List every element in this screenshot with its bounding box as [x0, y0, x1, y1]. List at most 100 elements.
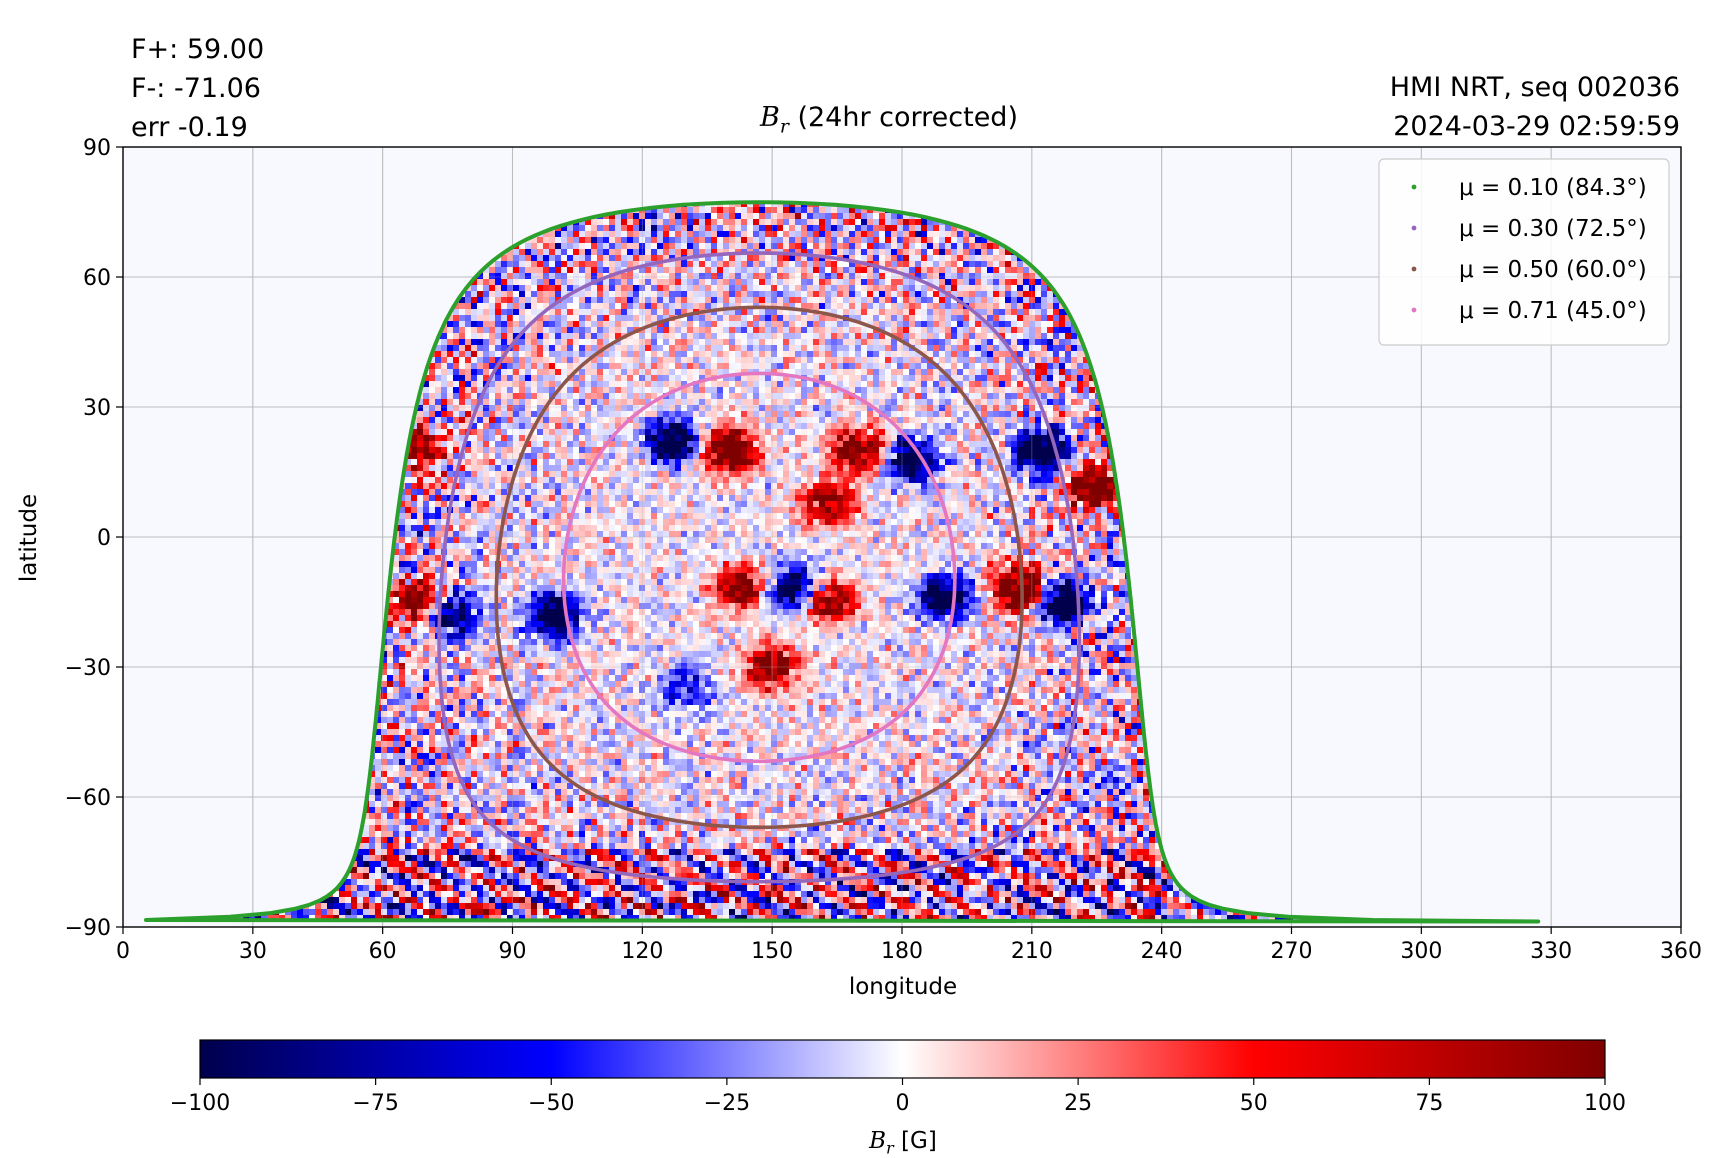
heatmap-cell — [975, 483, 982, 490]
heatmap-cell — [1071, 357, 1078, 364]
heatmap-cell — [975, 429, 982, 436]
heatmap-cell — [561, 429, 568, 436]
heatmap-cell — [963, 255, 970, 262]
heatmap-cell — [585, 417, 592, 424]
heatmap-cell — [1071, 477, 1078, 484]
heatmap-cell — [741, 429, 748, 436]
heatmap-cell — [669, 483, 676, 490]
heatmap-cell — [555, 315, 562, 322]
heatmap-cell — [717, 411, 724, 418]
heatmap-cell — [927, 303, 934, 310]
heatmap-cell — [711, 483, 718, 490]
heatmap-cell — [759, 393, 766, 400]
heatmap-cell — [735, 441, 742, 448]
heatmap-cell — [615, 459, 622, 466]
heatmap-cell — [987, 357, 994, 364]
heatmap-cell — [969, 273, 976, 280]
heatmap-cell — [891, 429, 898, 436]
heatmap-cell — [885, 255, 892, 262]
heatmap-cell — [891, 255, 898, 262]
heatmap-cell — [1035, 369, 1042, 376]
heatmap-cell — [687, 417, 694, 424]
heatmap-cell — [981, 255, 988, 262]
heatmap-cell — [921, 477, 928, 484]
heatmap-cell — [543, 297, 550, 304]
heatmap-cell — [1071, 411, 1078, 418]
heatmap-cell — [681, 429, 688, 436]
heatmap-cell — [855, 351, 862, 358]
heatmap-cell — [909, 471, 916, 478]
heatmap-cell — [825, 363, 832, 370]
heatmap-cell — [891, 369, 898, 376]
heatmap-cell — [957, 321, 964, 328]
heatmap-cell — [717, 417, 724, 424]
heatmap-cell — [933, 387, 940, 394]
heatmap-cell — [1011, 471, 1018, 478]
heatmap-cell — [741, 231, 748, 238]
heatmap-cell — [723, 237, 730, 244]
heatmap-cell — [867, 273, 874, 280]
heatmap-cell — [699, 333, 706, 340]
heatmap-cell — [567, 243, 574, 250]
heatmap-cell — [783, 483, 790, 490]
heatmap-cell — [999, 483, 1006, 490]
heatmap-cell — [897, 249, 904, 256]
heatmap-cell — [1011, 393, 1018, 400]
heatmap-cell — [669, 303, 676, 310]
heatmap-cell — [987, 315, 994, 322]
heatmap-cell — [735, 459, 742, 466]
heatmap-cell — [765, 417, 772, 424]
heatmap-cell — [861, 297, 868, 304]
heatmap-cell — [579, 387, 586, 394]
heatmap-cell — [825, 213, 832, 220]
heatmap-cell — [1005, 291, 1012, 298]
heatmap-cell — [1071, 417, 1078, 424]
heatmap-cell — [867, 471, 874, 478]
heatmap-cell — [1035, 465, 1042, 472]
heatmap-cell — [1011, 417, 1018, 424]
heatmap-cell — [573, 435, 580, 442]
heatmap-cell — [699, 219, 706, 226]
heatmap-cell — [843, 471, 850, 478]
heatmap-cell — [627, 261, 634, 268]
heatmap-cell — [717, 483, 724, 490]
heatmap-cell — [495, 387, 502, 394]
heatmap-cell — [819, 477, 826, 484]
heatmap-cell — [891, 315, 898, 322]
heatmap-cell — [651, 273, 658, 280]
heatmap-cell — [951, 237, 958, 244]
heatmap-cell — [549, 471, 556, 478]
heatmap-cell — [1011, 381, 1018, 388]
heatmap-cell — [759, 465, 766, 472]
heatmap-cell — [1053, 375, 1060, 382]
heatmap-cell — [519, 393, 526, 400]
heatmap-cell — [549, 459, 556, 466]
heatmap-cell — [1023, 459, 1030, 466]
heatmap-cell — [603, 267, 610, 274]
heatmap-cell — [423, 453, 430, 460]
heatmap-cell — [933, 471, 940, 478]
heatmap-cell — [747, 213, 754, 220]
heatmap-cell — [645, 453, 652, 460]
heatmap-cell — [1047, 303, 1054, 310]
heatmap-cell — [795, 279, 802, 286]
heatmap-cell — [693, 339, 700, 346]
heatmap-cell — [645, 447, 652, 454]
heatmap-cell — [759, 357, 766, 364]
heatmap-cell — [963, 429, 970, 436]
heatmap-cell — [597, 309, 604, 316]
heatmap-cell — [513, 381, 520, 388]
heatmap-cell — [981, 477, 988, 484]
heatmap-cell — [783, 231, 790, 238]
heatmap-cell — [909, 381, 916, 388]
heatmap-cell — [849, 243, 856, 250]
heatmap-cell — [735, 399, 742, 406]
heatmap-cell — [705, 411, 712, 418]
heatmap-cell — [747, 345, 754, 352]
heatmap-cell — [663, 213, 670, 220]
heatmap-cell — [753, 333, 760, 340]
heatmap-cell — [801, 453, 808, 460]
heatmap-cell — [591, 273, 598, 280]
heatmap-cell — [1035, 297, 1042, 304]
heatmap-cell — [723, 321, 730, 328]
